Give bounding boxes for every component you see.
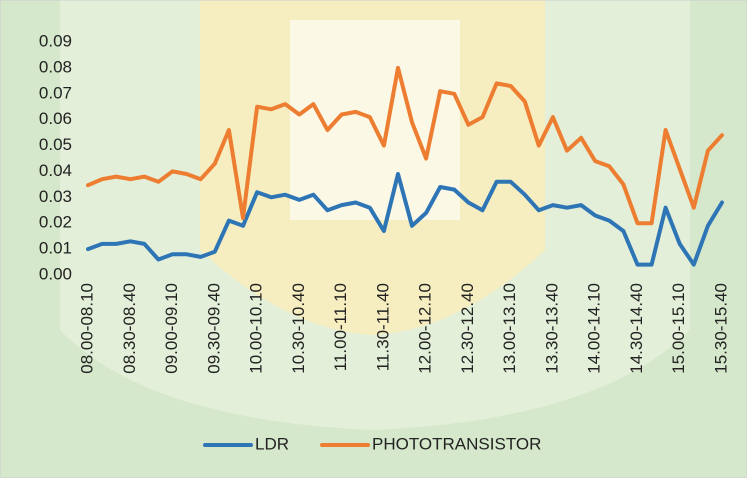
x-tick-label: 12.30-12.40 bbox=[458, 283, 477, 374]
chart: 0.00 0.01 0.02 0.03 0.04 0.05 0.06 0.07 0.08 0.09… bbox=[0, 0, 747, 478]
x-tick-label: 09.30-09.40 bbox=[204, 283, 223, 374]
y-tick-label: 0.08 bbox=[39, 57, 72, 76]
y-tick-label: 0.03 bbox=[39, 187, 72, 206]
y-tick-label: 0.06 bbox=[39, 109, 72, 128]
x-tick-label: 09.00-09.10 bbox=[162, 283, 181, 374]
x-tick-label: 15.00-15.10 bbox=[669, 283, 688, 374]
y-tick-label: 0.05 bbox=[39, 135, 72, 154]
x-tick-label: 10.00-10.10 bbox=[247, 283, 266, 374]
x-tick-label: 14.00-14.10 bbox=[585, 283, 604, 374]
y-tick-label: 0.00 bbox=[39, 264, 72, 283]
x-tick-label: 15.30-15.40 bbox=[711, 283, 730, 374]
y-tick-label: 0.09 bbox=[39, 31, 72, 50]
x-tick-label: 14.30-14.40 bbox=[627, 283, 646, 374]
x-tick-label: 11.30-11.40 bbox=[373, 283, 392, 371]
y-tick-label: 0.02 bbox=[39, 213, 72, 232]
x-tick-label: 11.00-11.10 bbox=[331, 283, 350, 371]
x-tick-label: 12.00-12.10 bbox=[416, 283, 435, 374]
legend-label: PHOTOTRANSISTOR bbox=[372, 434, 541, 453]
x-tick-label: 13.30-13.40 bbox=[542, 283, 561, 374]
x-tick-label: 10.30-10.40 bbox=[289, 283, 308, 374]
x-tick-label: 08.00-08.10 bbox=[77, 283, 96, 374]
y-tick-label: 0.01 bbox=[39, 239, 72, 258]
y-tick-label: 0.04 bbox=[39, 161, 72, 180]
y-tick-label: 0.07 bbox=[39, 83, 72, 102]
x-tick-label: 08.30-08.40 bbox=[120, 283, 139, 374]
x-tick-label: 13.00-13.10 bbox=[500, 283, 519, 374]
legend-label: LDR bbox=[255, 434, 289, 453]
